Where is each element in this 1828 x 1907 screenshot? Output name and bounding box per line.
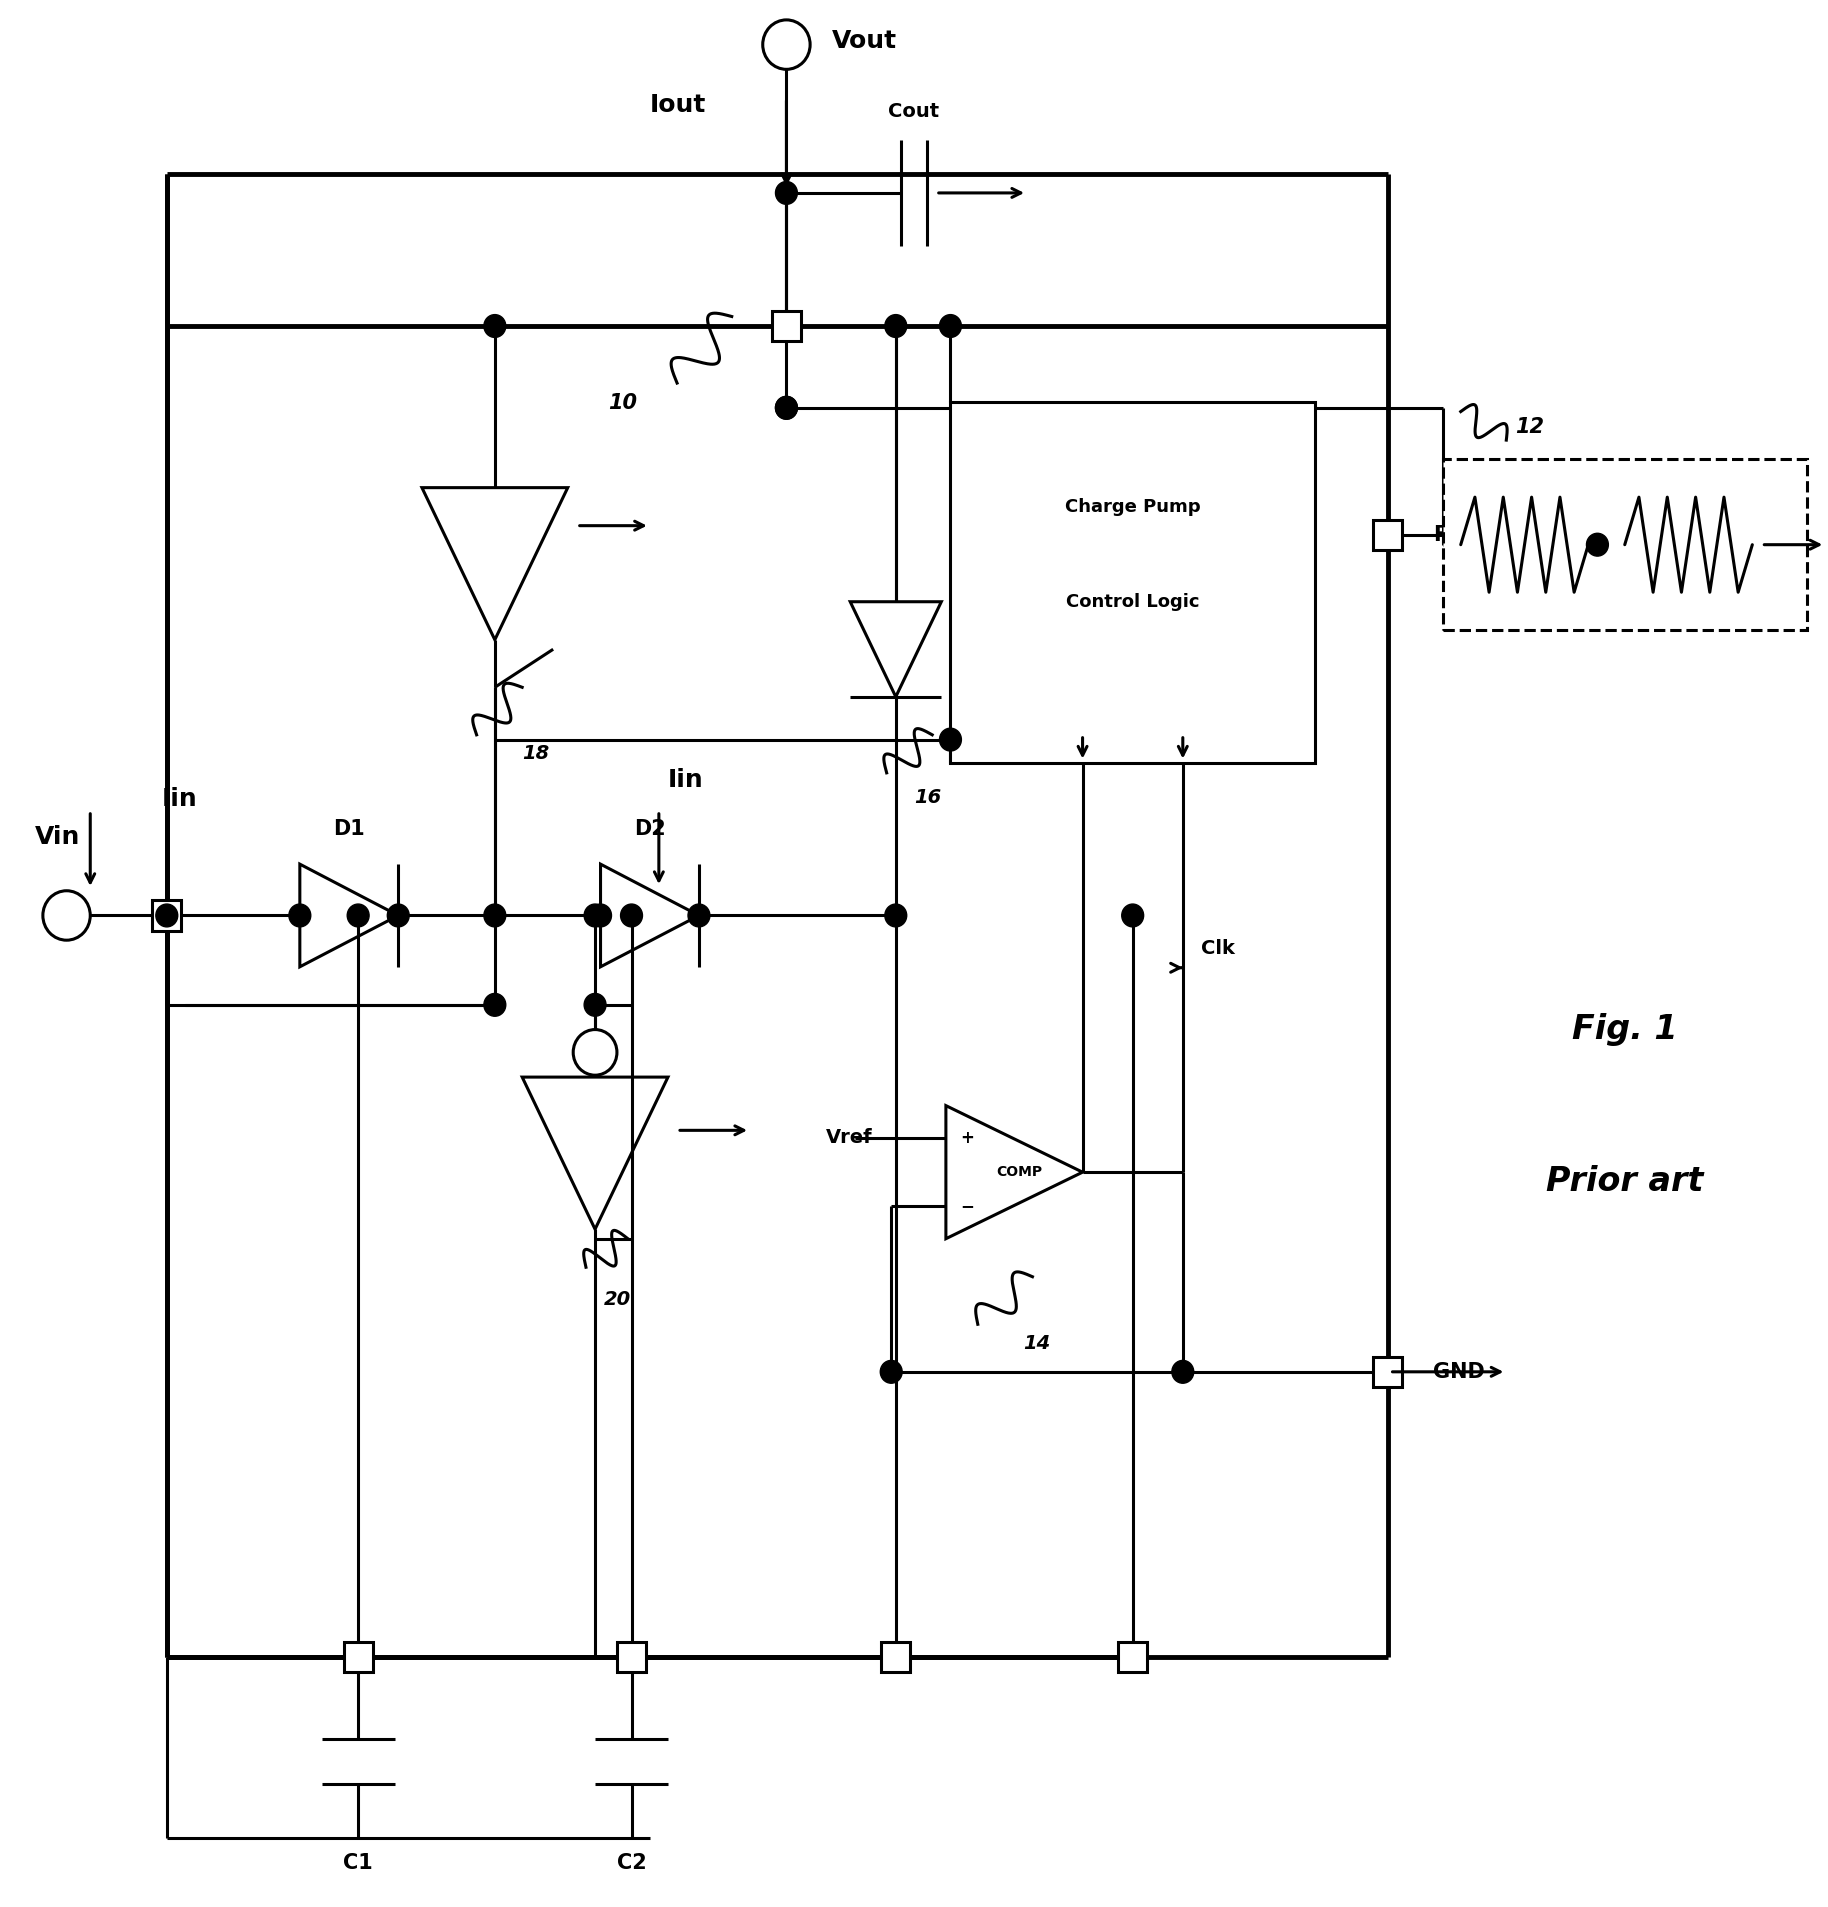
Circle shape bbox=[885, 904, 907, 927]
Circle shape bbox=[885, 315, 907, 338]
Bar bbox=[1119, 1642, 1148, 1672]
Text: Iin: Iin bbox=[667, 769, 704, 791]
Text: D3: D3 bbox=[954, 629, 983, 648]
Bar bbox=[1373, 1356, 1402, 1386]
Text: FB: FB bbox=[1433, 524, 1464, 545]
Text: Control Logic: Control Logic bbox=[1066, 593, 1199, 610]
Bar bbox=[616, 1642, 645, 1672]
Bar bbox=[771, 311, 801, 341]
Text: Cout: Cout bbox=[888, 101, 940, 120]
Bar bbox=[344, 1642, 373, 1672]
Circle shape bbox=[775, 181, 797, 204]
Circle shape bbox=[574, 1030, 616, 1076]
Circle shape bbox=[484, 315, 506, 338]
Text: Prior art: Prior art bbox=[1546, 1165, 1704, 1198]
Text: Vin: Vin bbox=[35, 826, 80, 849]
Circle shape bbox=[1587, 534, 1609, 557]
Circle shape bbox=[155, 904, 177, 927]
Circle shape bbox=[289, 904, 311, 927]
Bar bbox=[1442, 460, 1808, 629]
Text: Vref: Vref bbox=[826, 1129, 874, 1148]
Circle shape bbox=[775, 397, 797, 420]
Circle shape bbox=[388, 904, 409, 927]
Circle shape bbox=[940, 315, 962, 338]
Circle shape bbox=[940, 728, 962, 751]
Circle shape bbox=[585, 904, 607, 927]
Circle shape bbox=[881, 1360, 903, 1383]
Circle shape bbox=[590, 904, 612, 927]
Text: 20: 20 bbox=[605, 1289, 631, 1308]
Text: GND: GND bbox=[1433, 1362, 1484, 1383]
Text: Charge Pump: Charge Pump bbox=[1066, 498, 1201, 515]
Bar bbox=[1373, 521, 1402, 551]
Text: Fig. 1: Fig. 1 bbox=[1572, 1013, 1678, 1047]
Text: C2: C2 bbox=[616, 1854, 647, 1873]
Bar bbox=[951, 402, 1314, 763]
Circle shape bbox=[347, 904, 369, 927]
Bar bbox=[152, 900, 181, 931]
Text: 10: 10 bbox=[609, 393, 636, 412]
Circle shape bbox=[762, 19, 810, 69]
Text: Vout: Vout bbox=[832, 29, 898, 53]
Circle shape bbox=[687, 904, 709, 927]
Circle shape bbox=[1172, 1360, 1194, 1383]
Text: Iin: Iin bbox=[161, 788, 197, 810]
Text: 12: 12 bbox=[1515, 418, 1545, 437]
Text: 18: 18 bbox=[523, 744, 550, 763]
Circle shape bbox=[484, 904, 506, 927]
Circle shape bbox=[1122, 904, 1144, 927]
Circle shape bbox=[42, 891, 90, 940]
Text: C1: C1 bbox=[344, 1854, 373, 1873]
Circle shape bbox=[484, 994, 506, 1016]
Text: +: + bbox=[960, 1129, 974, 1146]
Circle shape bbox=[585, 994, 607, 1016]
Circle shape bbox=[775, 397, 797, 420]
Bar bbox=[881, 1642, 910, 1672]
Text: Clk: Clk bbox=[1201, 940, 1236, 957]
Text: D2: D2 bbox=[634, 820, 665, 839]
Text: D1: D1 bbox=[333, 820, 366, 839]
Circle shape bbox=[620, 904, 642, 927]
Text: 16: 16 bbox=[914, 788, 941, 807]
Text: 14: 14 bbox=[1024, 1333, 1051, 1352]
Text: Iout: Iout bbox=[649, 93, 706, 116]
Text: COMP: COMP bbox=[996, 1165, 1042, 1179]
Text: −: − bbox=[960, 1198, 974, 1215]
